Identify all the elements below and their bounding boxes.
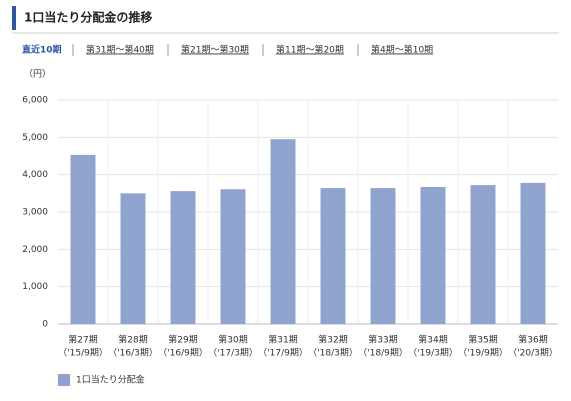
title-accent [12, 6, 16, 30]
x-tick-label: 第28期 [118, 334, 147, 346]
x-tick-sublabel: （'16/9期） [158, 348, 208, 359]
bar [320, 188, 346, 324]
y-tick-label: 6,000 [22, 96, 48, 106]
x-tick-label: 第30期 [218, 334, 247, 346]
legend-swatch [58, 374, 70, 386]
tab-bar: 直近10期 第31期～第40期 第21期～第30期 第11期～第20期 第4期～第10期 [22, 44, 433, 56]
y-tick-label: 1,000 [22, 282, 48, 292]
bar [70, 154, 96, 324]
bar [270, 139, 296, 324]
tab[interactable]: 第31期～第40期 [86, 44, 154, 56]
x-tick-label: 第31期 [268, 334, 297, 346]
x-tick-sublabel: （'18/3期） [308, 348, 358, 359]
x-tick-sublabel: （'19/9期） [458, 348, 508, 359]
legend-label: 1口当たり分配金 [76, 374, 145, 386]
x-tick-sublabel: （'19/3期） [408, 348, 458, 359]
bar [170, 191, 196, 324]
x-tick-sublabel: （'17/9期） [258, 348, 308, 359]
y-tick-label: 2,000 [22, 245, 48, 255]
x-tick-sublabel: （'20/3期） [508, 348, 558, 359]
page-title: 1口当たり分配金の推移 [24, 10, 152, 25]
x-tick-sublabel: （'17/3期） [208, 348, 258, 359]
y-tick-label: 3,000 [22, 208, 48, 218]
bar [420, 186, 446, 324]
bar [520, 182, 546, 324]
x-tick-label: 第33期 [368, 334, 397, 346]
tab[interactable]: 第4期～第10期 [371, 44, 433, 56]
x-tick-sublabel: （'18/9期） [358, 348, 408, 359]
y-tick-label: 5,000 [22, 133, 48, 143]
x-tick-label: 第36期 [518, 334, 547, 346]
x-tick-label: 第34期 [418, 334, 447, 346]
bar [470, 185, 496, 324]
x-tick-label: 第35期 [468, 334, 497, 346]
tab[interactable]: 第11期～第20期 [276, 44, 344, 56]
unit-label: （円） [24, 69, 51, 80]
x-tick-label: 第32期 [318, 334, 347, 346]
y-tick-label: 0 [42, 320, 48, 330]
tab[interactable]: 第21期～第30期 [181, 44, 249, 56]
bar [220, 189, 246, 324]
x-tick-label: 第27期 [68, 334, 97, 346]
y-tick-label: 4,000 [22, 170, 48, 180]
tab[interactable]: 直近10期 [22, 44, 62, 56]
x-tick-sublabel: （'16/3期） [108, 348, 158, 359]
bar [120, 193, 146, 324]
bar [370, 188, 396, 324]
x-tick-sublabel: （'15/9期） [58, 348, 108, 359]
x-tick-label: 第29期 [168, 334, 197, 346]
